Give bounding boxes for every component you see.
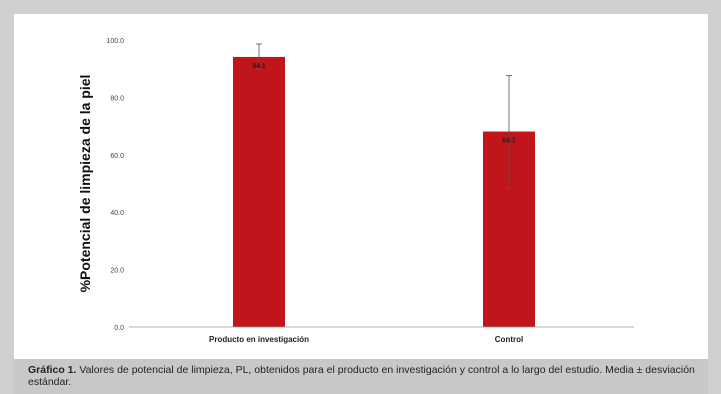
bars <box>233 56 535 328</box>
x-tick-label: Producto en investigación <box>209 335 309 344</box>
figure-caption: Gráfico 1. Valores de potencial de limpi… <box>14 359 708 394</box>
x-tick-label: Control <box>495 335 523 344</box>
chart-panel: 0.0 20.0 40.0 60.0 80.0 100.0 94.1 68.1 Produc… <box>14 14 708 359</box>
y-tick-label: 40.0 <box>110 210 124 217</box>
caption-label: Gráfico 1. <box>28 364 77 376</box>
data-label: 94.1 <box>252 63 266 70</box>
y-tick-label: 20.0 <box>110 268 124 275</box>
caption-text: Valores de potencial de limpieza, PL, ob… <box>28 364 695 388</box>
y-axis-title: %Potencial de limpieza de la piel <box>77 75 93 293</box>
bar <box>233 56 285 328</box>
y-tick-label: 80.0 <box>110 95 124 102</box>
data-labels: 94.1 68.1 <box>252 63 516 145</box>
bar-chart: 0.0 20.0 40.0 60.0 80.0 100.0 94.1 68.1 Produc… <box>77 38 634 344</box>
data-label: 68.1 <box>502 138 516 145</box>
error-bars <box>256 43 512 188</box>
x-axis-labels: Producto en investigación Control <box>209 335 523 344</box>
y-tick-label: 100.0 <box>106 38 124 45</box>
y-axis-ticks: 0.0 20.0 40.0 60.0 80.0 100.0 <box>106 38 124 332</box>
y-tick-label: 0.0 <box>114 325 124 332</box>
y-tick-label: 60.0 <box>110 153 124 160</box>
